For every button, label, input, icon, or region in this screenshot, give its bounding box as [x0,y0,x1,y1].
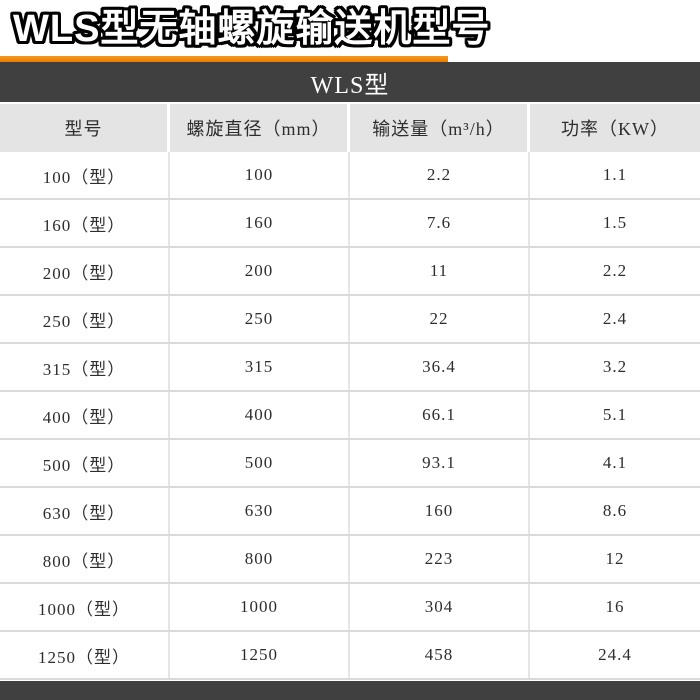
table-cell: 304 [350,584,530,630]
table-cell: 1000（型） [0,584,170,630]
table-cell: 2.2 [602,261,628,280]
table-cell: 315（型） [0,344,170,390]
column-header-model: 型号 [0,104,170,152]
table-cell: 630（型） [0,488,170,534]
table-cell: 36.4 [350,344,530,390]
table-header-row: 型号 螺旋直径（mm） 输送量（m³/h） 功率（KW） [0,104,700,152]
table-cell: 400 [170,392,350,438]
column-header-capacity: 输送量（m³/h） [350,104,530,152]
table-cell: 630 [170,488,350,534]
footer-bar [0,681,700,700]
table-cell: 400（型） [0,392,170,438]
table-cell: 5.1 [602,405,628,424]
page-title: WLS型无轴螺旋输送机型号 [13,8,491,50]
table-cell: 12 [605,549,625,568]
table-row: 1250（型） 1250 458 24.4 [0,632,700,680]
table-cell: 1000 [170,584,350,630]
table-cell: 200（型） [0,248,170,294]
table-row: 1000（型） 1000 304 16 [0,584,700,632]
table-banner: WLS型 [0,62,700,102]
table-row: 160（型） 160 7.6 1.5 [0,200,700,248]
table-cell: 100（型） [0,152,170,198]
table-cell: 315 [170,344,350,390]
spec-table: 型号 螺旋直径（mm） 输送量（m³/h） 功率（KW） 100（型） 100 2.… [0,104,700,680]
table-cell: 223 [350,536,530,582]
table-row: 250（型） 250 22 2.4 [0,296,700,344]
title-block: WLS型无轴螺旋输送机型号 [13,4,490,54]
table-row: 630（型） 630 160 8.6 [0,488,700,536]
table-cell: 1250（型） [0,632,170,678]
table-cell: 1.1 [602,165,628,184]
table-cell: 11 [350,248,530,294]
table-cell: 160（型） [0,200,170,246]
table-cell: 7.6 [350,200,530,246]
table-cell: 200 [170,248,350,294]
table-cell: 24.4 [598,645,632,664]
column-header-power: 功率（KW） [561,119,669,139]
table-cell: 16 [605,597,625,616]
table-cell: 160 [170,200,350,246]
table-row: 315（型） 315 36.4 3.2 [0,344,700,392]
table-cell: 250 [170,296,350,342]
table-row: 200（型） 200 11 2.2 [0,248,700,296]
table-row: 400（型） 400 66.1 5.1 [0,392,700,440]
table-cell: 500（型） [0,440,170,486]
table-row: 800（型） 800 223 12 [0,536,700,584]
table-body: 100（型） 100 2.2 1.1 160（型） 160 7.6 1.5 200（型） 200 1… [0,152,700,680]
table-row: 500（型） 500 93.1 4.1 [0,440,700,488]
accent-underline [0,56,448,62]
table-cell: 3.2 [602,357,628,376]
table-banner-label: WLS型 [310,72,390,99]
table-cell: 500 [170,440,350,486]
table-cell: 8.6 [602,501,628,520]
table-cell: 160 [350,488,530,534]
table-cell: 66.1 [350,392,530,438]
table-cell: 1250 [170,632,350,678]
table-cell: 100 [170,152,350,198]
table-cell: 250（型） [0,296,170,342]
table-cell: 1.5 [602,213,628,232]
column-header-diameter: 螺旋直径（mm） [170,104,350,152]
table-cell: 800 [170,536,350,582]
table-cell: 93.1 [350,440,530,486]
table-cell: 2.2 [350,152,530,198]
table-row: 100（型） 100 2.2 1.1 [0,152,700,200]
table-cell: 800（型） [0,536,170,582]
table-cell: 458 [350,632,530,678]
table-cell: 4.1 [602,453,628,472]
table-cell: 2.4 [602,309,628,328]
table-cell: 22 [350,296,530,342]
